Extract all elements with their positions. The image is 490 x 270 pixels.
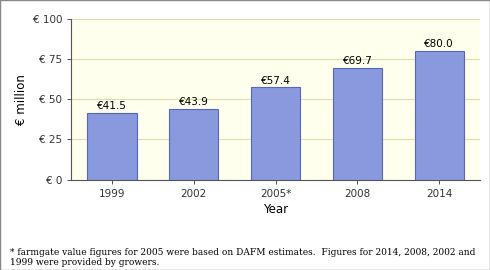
Text: * farmgate value figures for 2005 were based on DAFM estimates.  Figures for 201: * farmgate value figures for 2005 were b…: [10, 248, 475, 267]
Text: €57.4: €57.4: [261, 76, 291, 86]
Bar: [251, 87, 300, 180]
Y-axis label: € million: € million: [15, 74, 28, 125]
Bar: [87, 113, 137, 180]
Bar: [169, 109, 219, 180]
Text: €69.7: €69.7: [343, 56, 372, 66]
Bar: [333, 68, 382, 180]
Text: €43.9: €43.9: [179, 97, 209, 107]
Text: €80.0: €80.0: [424, 39, 454, 49]
X-axis label: Year: Year: [263, 203, 288, 216]
Bar: [415, 51, 464, 180]
Text: €41.5: €41.5: [97, 101, 127, 111]
